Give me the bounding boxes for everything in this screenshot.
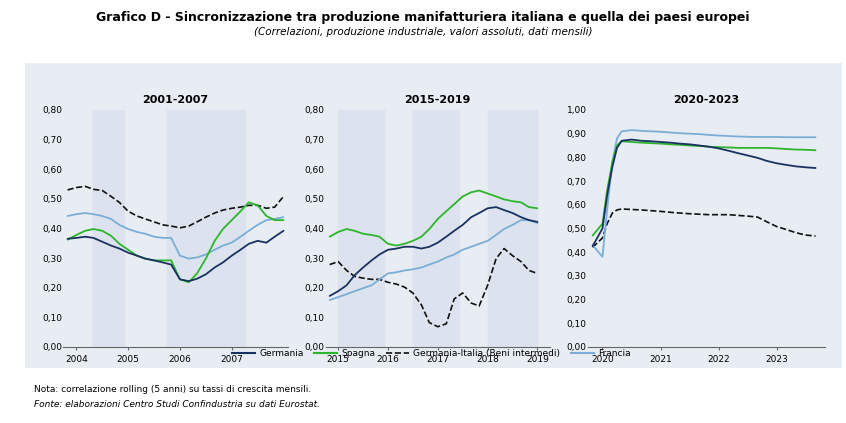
- Title: 2020-2023: 2020-2023: [673, 95, 739, 105]
- Text: Fonte: elaborazioni Centro Studi Confindustria su dati Eurostat.: Fonte: elaborazioni Centro Studi Confind…: [34, 400, 320, 409]
- Title: 2015-2019: 2015-2019: [404, 95, 471, 105]
- Text: Grafico D - Sincronizzazione tra produzione manifatturiera italiana e quella dei: Grafico D - Sincronizzazione tra produzi…: [96, 11, 750, 24]
- Legend: Germania, Spagna, Germania-Italia (Beni intermedi), Francia: Germania, Spagna, Germania-Italia (Beni …: [228, 345, 634, 361]
- Text: (Correlazioni, produzione industriale, valori assoluti, dati mensili): (Correlazioni, produzione industriale, v…: [254, 27, 592, 38]
- Title: 2001-2007: 2001-2007: [142, 95, 209, 105]
- Bar: [167, 110, 244, 347]
- Bar: [338, 110, 384, 347]
- Bar: [487, 110, 537, 347]
- Bar: [413, 110, 459, 347]
- Bar: [93, 110, 124, 347]
- Text: Nota: correlazione rolling (5 anni) su tassi di crescita mensili.: Nota: correlazione rolling (5 anni) su t…: [34, 385, 311, 394]
